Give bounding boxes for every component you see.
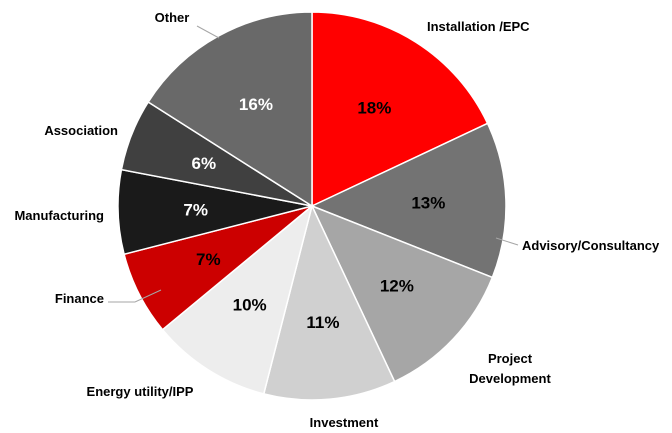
value-label-association: 6%: [191, 154, 216, 173]
value-label-manufacturing: 7%: [183, 201, 208, 220]
category-label-investment: Investment: [310, 415, 379, 430]
value-label-energy-utility-ipp: 10%: [233, 295, 267, 314]
pie-slice-investment: [262, 203, 396, 401]
value-label-other: 16%: [239, 95, 273, 114]
value-label-finance: 7%: [196, 250, 221, 269]
pie-slice-installation-epc: [311, 11, 489, 208]
value-label-advisory-consultancy: 13%: [411, 193, 445, 212]
category-label-energy-utility-ipp: Energy utility/IPP: [87, 384, 194, 399]
category-label-manufacturing: Manufacturing: [14, 208, 104, 223]
leader-line-advisory-consultancy: [495, 237, 519, 246]
leader-line-other: [196, 25, 220, 39]
category-labels-layer: Installation /EPC Advisory/Consultancy Pro…: [14, 10, 660, 430]
category-label-installation-epc: Installation /EPC: [427, 19, 530, 34]
value-label-installation-epc: 18%: [357, 99, 391, 118]
category-label-other: Other: [155, 10, 190, 25]
pie-slice-other: [147, 11, 313, 208]
category-label-association: Association: [44, 123, 118, 138]
value-labels-layer: 18% 13% 12% 11% 10% 7% 7% 6% 16%: [183, 95, 445, 332]
pie-slice-advisory-consultancy: [310, 122, 507, 279]
leader-line-finance: [108, 289, 162, 303]
category-label-finance: Finance: [55, 291, 104, 306]
category-label-project-development: Project Development: [469, 351, 551, 386]
leader-lines-layer: [108, 25, 519, 303]
value-label-investment: 11%: [306, 313, 339, 332]
pie-slice-project-development: [310, 204, 494, 383]
slices-layer: [117, 11, 507, 401]
pie-slice-energy-utility-ipp: [161, 203, 314, 395]
category-label-advisory-consultancy: Advisory/Consultancy: [522, 238, 660, 253]
value-label-project-development: 12%: [380, 277, 414, 296]
